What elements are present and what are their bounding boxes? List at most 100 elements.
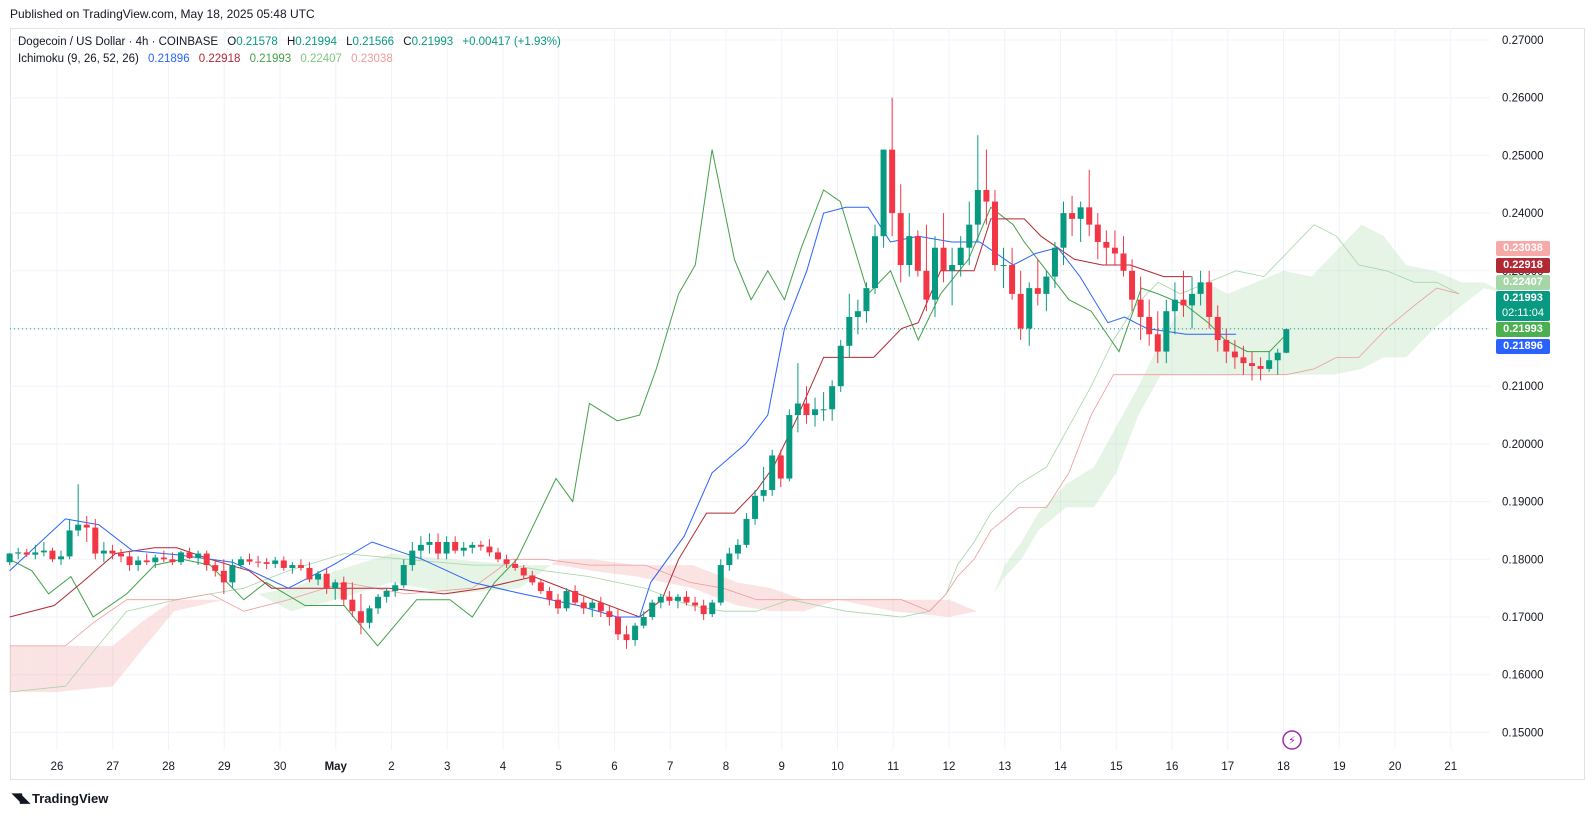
cloud-segment <box>792 595 796 612</box>
cloud-segment <box>1489 285 1493 291</box>
ichimoku-leading-b-value: 0.23038 <box>351 53 393 65</box>
candle-body <box>477 544 484 547</box>
candle-body <box>503 559 510 564</box>
cloud-segment <box>606 561 609 574</box>
cloud-segment <box>1007 557 1011 574</box>
candle-body <box>1163 311 1170 352</box>
candle-body <box>1060 213 1067 248</box>
candle-body <box>1206 282 1213 317</box>
price-axis-label: 0.27000 <box>1502 35 1544 47</box>
cloud-segment <box>1018 541 1022 563</box>
cloud-segment <box>1422 268 1426 341</box>
candle-body <box>623 634 630 641</box>
cloud-segment <box>508 564 512 590</box>
candle-body <box>1249 363 1256 367</box>
cloud-segment <box>698 567 701 592</box>
cloud-segment <box>207 599 211 604</box>
cloud-segment <box>148 615 152 642</box>
cloud-segment <box>87 645 91 689</box>
cloud-segment <box>714 573 718 598</box>
candle-body <box>872 236 879 289</box>
candle-body <box>1034 288 1041 294</box>
cloud-segment <box>274 590 278 605</box>
cloud-segment <box>1024 532 1028 555</box>
cloud-segment <box>1277 271 1281 375</box>
cloud-segment <box>1336 247 1340 375</box>
cloud-segment <box>1436 271 1440 327</box>
candle-body <box>674 596 681 601</box>
cloud-segment <box>1420 267 1423 343</box>
cloud-segment <box>1135 386 1139 423</box>
cloud-segment <box>1342 241 1345 373</box>
candle-body <box>957 247 964 266</box>
cloud-segment <box>1294 273 1298 375</box>
cloud-segment <box>469 560 473 593</box>
cloud-segment <box>296 584 300 610</box>
candle-body <box>1043 276 1050 294</box>
cloud-segment <box>126 632 130 669</box>
cloud-segment <box>472 560 476 593</box>
cloud-segment <box>444 558 448 593</box>
candle-body <box>135 560 142 566</box>
candle-body <box>392 585 399 592</box>
candle-body <box>812 409 819 416</box>
candle-body <box>512 563 519 568</box>
chart-pane[interactable] <box>10 28 1585 780</box>
cloud-segment <box>302 582 306 609</box>
cloud-segment <box>1077 475 1081 508</box>
cloud-segment <box>1032 517 1036 541</box>
cloud-segment <box>1096 456 1100 504</box>
cloud-segment <box>848 599 852 603</box>
cloud-segment <box>196 599 200 607</box>
cloud-segment <box>968 607 972 613</box>
cloud-segment <box>1124 406 1128 452</box>
cloud-segment <box>121 636 124 676</box>
cloud-segment <box>29 645 32 693</box>
ichimoku-label: Ichimoku (9, 26, 52, 26) <box>18 53 139 65</box>
cloud-segment <box>1395 250 1398 358</box>
cloud-segment <box>815 599 818 608</box>
candle-body <box>974 190 981 225</box>
tradingview-logo[interactable]: ◥◣ TradingView <box>12 790 108 806</box>
ichimoku-cloud <box>9 224 1507 693</box>
candle-body <box>435 541 442 554</box>
cloud-segment <box>1043 504 1047 526</box>
candle-body <box>846 316 853 346</box>
candle-body <box>1214 316 1221 341</box>
cloud-segment <box>1339 244 1343 374</box>
cloud-segment <box>1138 380 1142 416</box>
cloud-segment <box>820 599 824 606</box>
cloud-segment <box>1456 280 1460 311</box>
cloud-segment <box>1478 282 1482 293</box>
cloud-segment <box>1063 484 1067 510</box>
cloud-segment <box>1144 368 1147 405</box>
cloud-segment <box>907 599 910 613</box>
cloud-segment <box>929 599 933 616</box>
cloud-segment <box>904 599 908 613</box>
cloud-segment <box>1121 411 1125 459</box>
cloud-segment <box>675 565 679 586</box>
cloud-segment <box>199 599 202 606</box>
cloud-segment <box>1099 451 1103 499</box>
candle-body <box>649 602 656 617</box>
candle-body <box>589 602 596 609</box>
cloud-segment <box>503 563 506 590</box>
cloud-segment <box>1445 275 1448 320</box>
cloud-segment <box>380 556 384 586</box>
cloud-segment <box>670 565 674 585</box>
candle-body <box>92 527 99 554</box>
cloud-segment <box>1319 265 1323 375</box>
cloud-segment <box>1060 487 1064 512</box>
cloud-segment <box>1066 482 1069 508</box>
cloud-segment <box>1484 282 1487 289</box>
candle-body <box>49 550 56 560</box>
candle-body <box>255 561 262 563</box>
candle-body <box>1111 247 1118 254</box>
cloud-segment <box>664 565 668 583</box>
cloud-segment <box>912 599 916 614</box>
candle-body <box>837 345 844 387</box>
candle-body <box>1171 299 1178 312</box>
cloud-segment <box>806 599 810 611</box>
low-label: L <box>346 36 353 48</box>
